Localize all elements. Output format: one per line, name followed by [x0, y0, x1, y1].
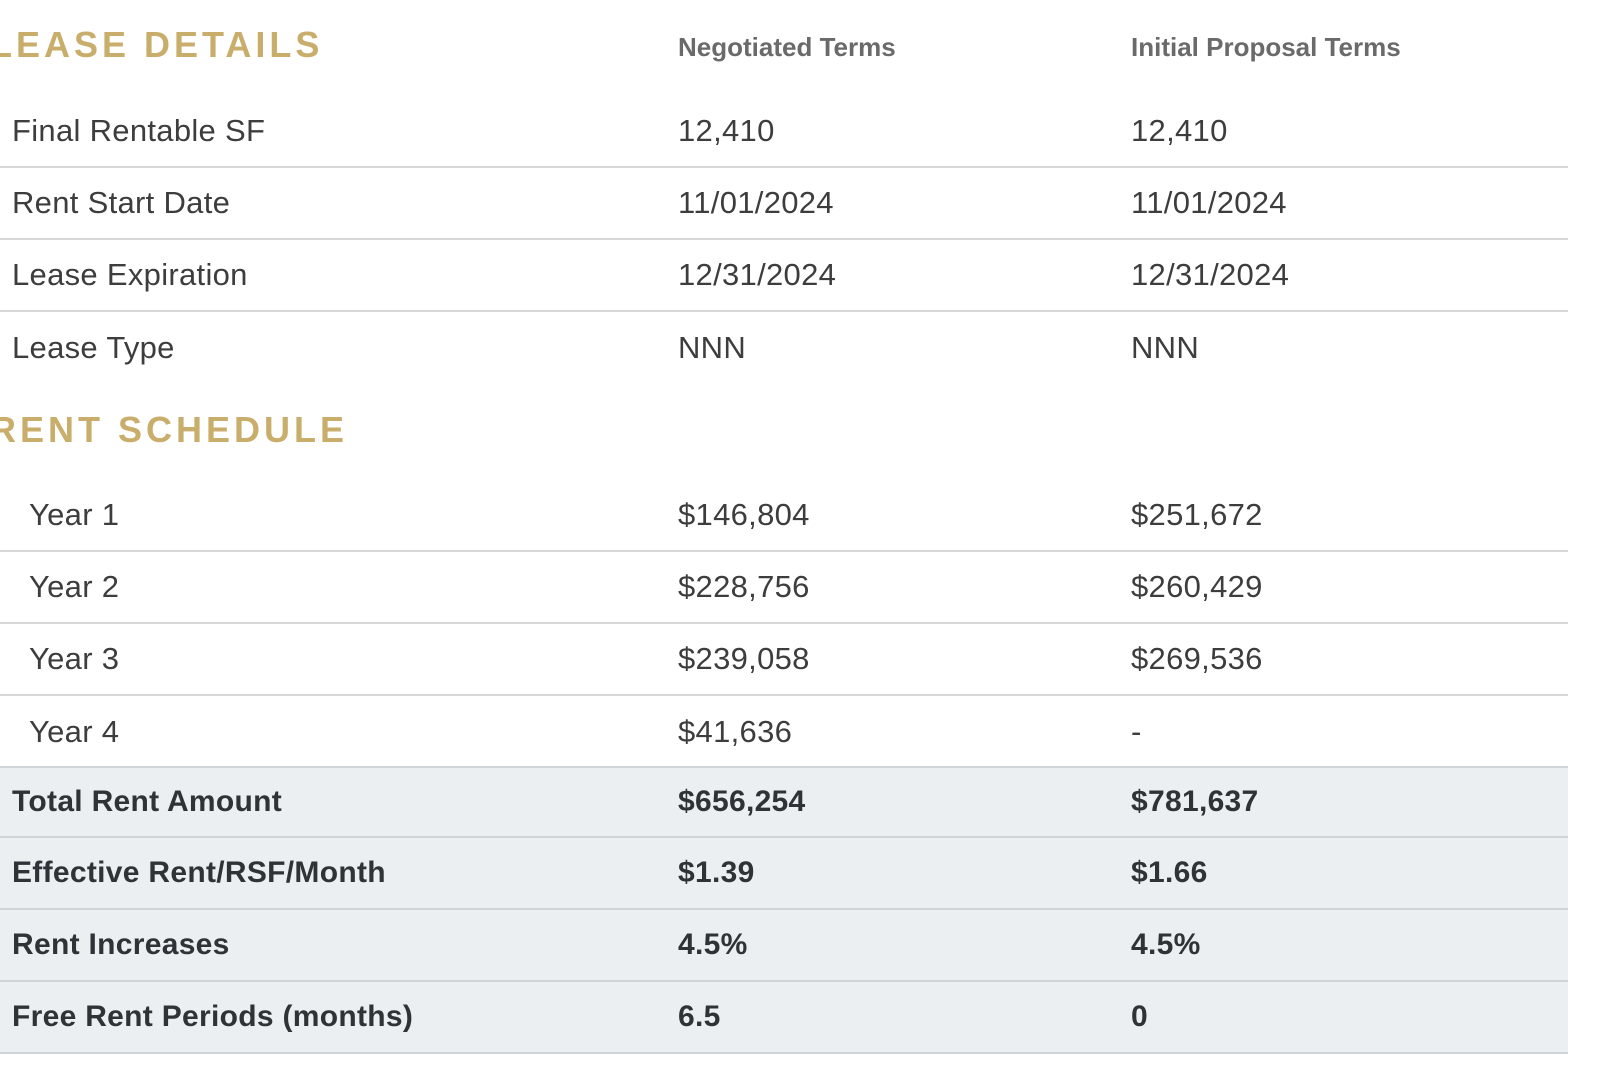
negotiated-value: 11/01/2024	[678, 185, 834, 220]
negotiated-value: $239,058	[678, 641, 810, 676]
row-label: Year 3	[29, 641, 120, 676]
initial-value: NNN	[1131, 330, 1200, 365]
negotiated-value: 12/31/2024	[678, 257, 837, 292]
negotiated-value: 4.5%	[678, 928, 748, 961]
initial-value: $781,637	[1131, 785, 1259, 818]
table-row-final-rentable-sf: Final Rentable SF 12,410 12,410	[0, 96, 1568, 168]
table-row-free-rent-periods: Free Rent Periods (months) 6.5 0	[0, 982, 1568, 1054]
rent-schedule-title: RENT SCHEDULE	[0, 409, 349, 450]
table-row-rent-increases: Rent Increases 4.5% 4.5%	[0, 910, 1568, 982]
table-row-rent-start-date: Rent Start Date 11/01/2024 11/01/2024	[0, 168, 1568, 240]
initial-value: 12,410	[1131, 113, 1228, 148]
negotiated-value: 6.5	[678, 1000, 721, 1033]
row-label: Year 1	[29, 497, 120, 532]
negotiated-value: 12,410	[678, 113, 775, 148]
table-row-lease-expiration: Lease Expiration 12/31/2024 12/31/2024	[0, 240, 1568, 312]
negotiated-value: $656,254	[678, 785, 806, 818]
row-label: Rent Increases	[12, 928, 230, 961]
initial-value: 12/31/2024	[1131, 257, 1290, 292]
rent-schedule-header: RENT SCHEDULE	[0, 385, 1568, 455]
table-row-year-4: Year 4 $41,636 -	[0, 696, 1568, 768]
initial-value: 0	[1131, 1000, 1148, 1033]
table-row-effective-rent: Effective Rent/RSF/Month $1.39 $1.66	[0, 838, 1568, 910]
table-row-lease-type: Lease Type NNN NNN	[0, 312, 1568, 384]
row-label: Free Rent Periods (months)	[12, 1000, 414, 1033]
row-label: Effective Rent/RSF/Month	[12, 856, 386, 889]
lease-details-header: LEASE DETAILS Negotiated Terms Initial P…	[0, 0, 1568, 70]
row-label: Year 2	[29, 569, 120, 604]
row-label: Total Rent Amount	[12, 785, 283, 818]
row-label: Lease Expiration	[12, 257, 248, 292]
negotiated-value: $41,636	[678, 714, 793, 749]
row-label: Rent Start Date	[12, 185, 231, 220]
initial-value: 11/01/2024	[1131, 185, 1287, 220]
negotiated-value: $228,756	[678, 569, 810, 604]
table-row-year-3: Year 3 $239,058 $269,536	[0, 624, 1568, 696]
initial-value: $251,672	[1131, 497, 1263, 532]
initial-value: $269,536	[1131, 641, 1263, 676]
table-row-year-1: Year 1 $146,804 $251,672	[0, 480, 1568, 552]
table-row-total-rent-amount: Total Rent Amount $656,254 $781,637	[0, 766, 1568, 838]
initial-value: $260,429	[1131, 569, 1263, 604]
negotiated-value: $1.39	[678, 856, 755, 889]
initial-value: -	[1131, 714, 1142, 749]
negotiated-terms-header: Negotiated Terms	[678, 32, 896, 62]
row-label: Lease Type	[12, 330, 175, 365]
initial-proposal-terms-header: Initial Proposal Terms	[1131, 32, 1401, 62]
table-row-year-2: Year 2 $228,756 $260,429	[0, 552, 1568, 624]
row-label: Final Rentable SF	[12, 113, 266, 148]
initial-value: $1.66	[1131, 856, 1208, 889]
initial-value: 4.5%	[1131, 928, 1201, 961]
negotiated-value: $146,804	[678, 497, 810, 532]
row-label: Year 4	[29, 714, 120, 749]
negotiated-value: NNN	[678, 330, 747, 365]
lease-details-title: LEASE DETAILS	[0, 24, 324, 65]
